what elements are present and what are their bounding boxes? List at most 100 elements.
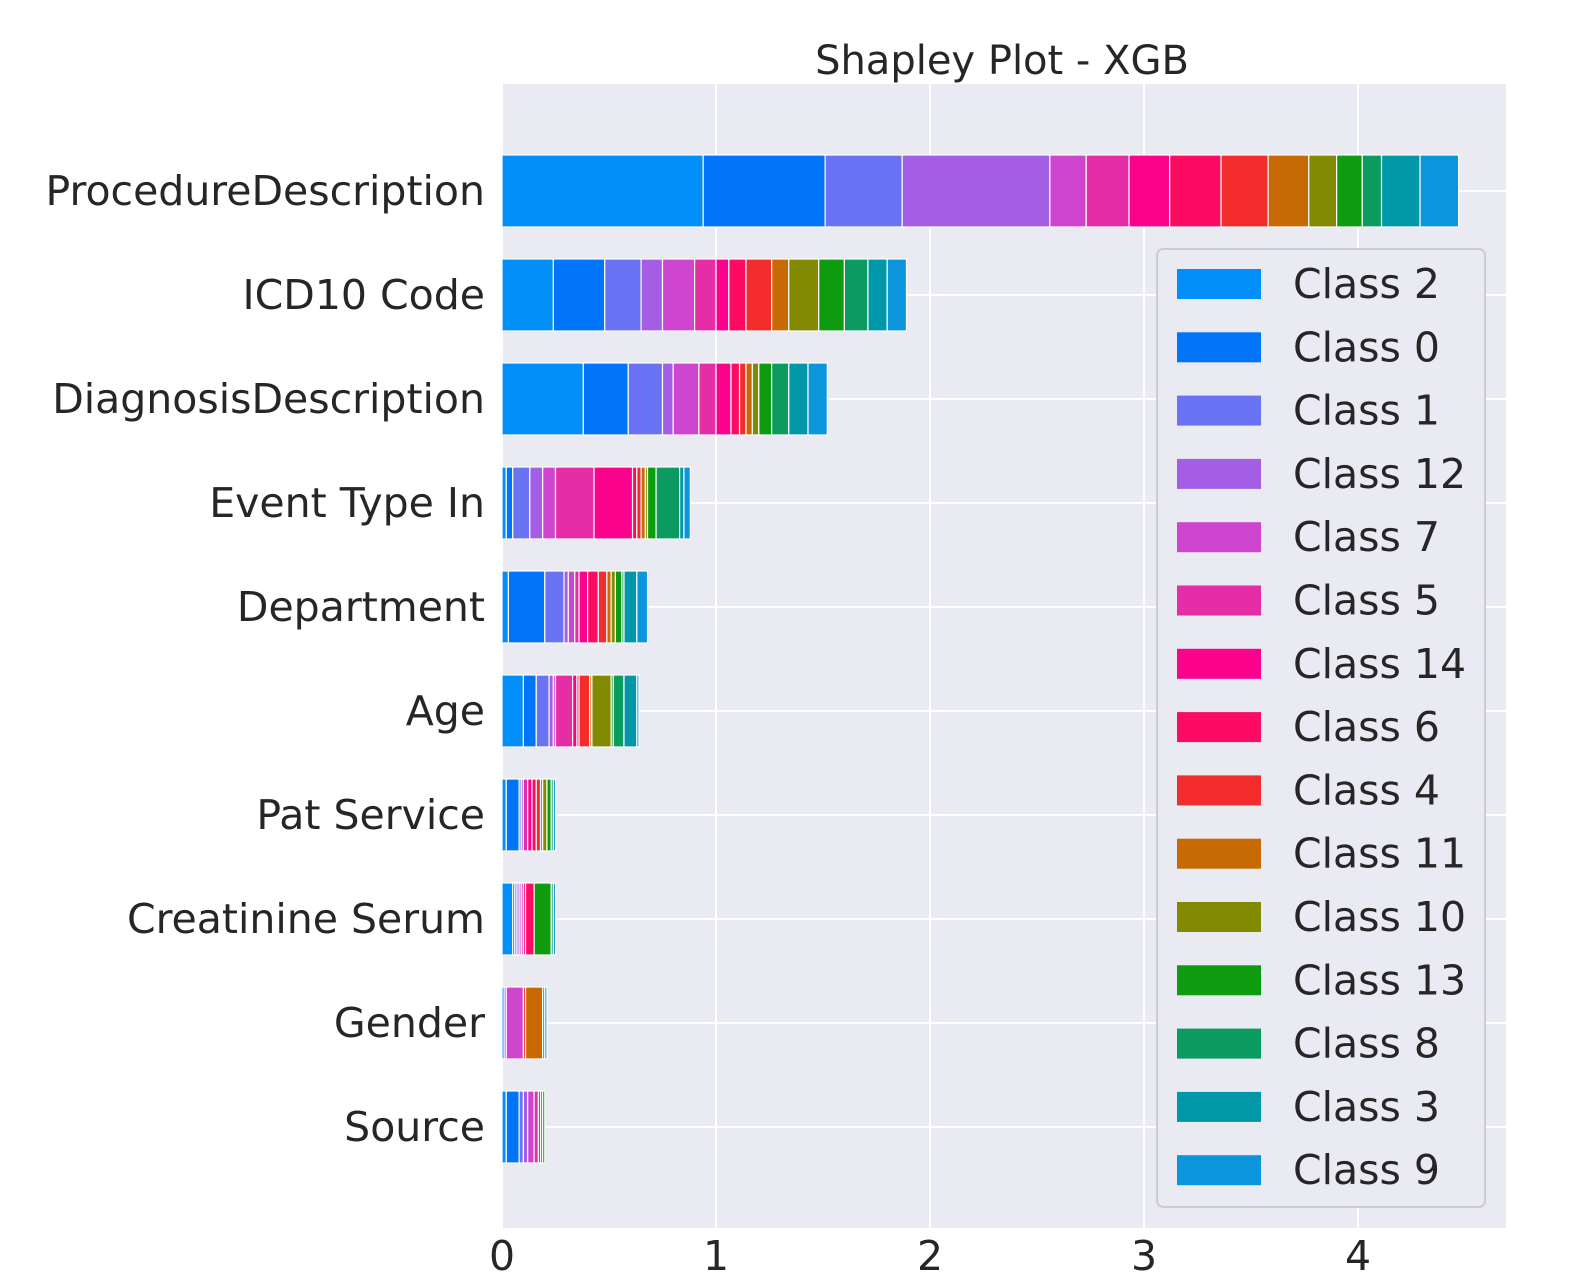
bar-segment [730, 362, 741, 436]
legend-label: Class 1 [1293, 387, 1440, 435]
legend-swatch [1177, 838, 1261, 869]
bar-segment [610, 570, 617, 644]
bar-segment [1308, 154, 1338, 228]
bar-segment [567, 570, 576, 644]
bar-segment [818, 258, 845, 332]
legend-label: Class 11 [1293, 830, 1466, 878]
bar-segment [604, 258, 642, 332]
bar-segment [1049, 154, 1087, 228]
x-tick-label: 2 [917, 1232, 943, 1280]
bar-segment [501, 674, 524, 748]
legend-label: Class 2 [1293, 260, 1440, 308]
bar-segment [552, 778, 557, 852]
bar-segment [901, 154, 1051, 228]
legend-swatch [1177, 269, 1261, 299]
bar-segment [623, 674, 638, 748]
bar-segment [612, 674, 625, 748]
bar-segment [867, 258, 888, 332]
x-tick-label: 3 [1131, 1232, 1157, 1280]
bar-segment [522, 778, 529, 852]
legend-label: Class 14 [1293, 640, 1466, 688]
legend-label: Class 10 [1293, 893, 1466, 941]
bar-segment [627, 362, 664, 436]
y-tick-label: ICD10 Code [243, 271, 485, 319]
bar-segment [631, 466, 638, 540]
bar-segment [501, 570, 510, 644]
legend-swatch [1177, 395, 1261, 426]
legend: Class 2 Class 0 Class 1 Class 12 Class 7 Clas… [1156, 248, 1486, 1208]
bar-segment [886, 258, 908, 332]
legend-label: Class 13 [1293, 956, 1466, 1004]
y-tick-label: Event Type In [209, 479, 485, 527]
bar-segment [544, 986, 548, 1060]
bar-segment [807, 362, 828, 436]
bar-segment [745, 258, 773, 332]
bar-segment [1335, 154, 1363, 228]
bar-segment [505, 986, 524, 1060]
bar-segment [533, 882, 552, 956]
bar-segment [788, 362, 809, 436]
bar-segment [1128, 154, 1171, 228]
bar-segment [501, 882, 514, 956]
bar-segment [522, 674, 537, 748]
bar-segment [501, 466, 507, 540]
chart-title: Shapley Plot - XGB [815, 38, 1189, 84]
bar-segment [554, 466, 595, 540]
y-tick-label: Department [237, 583, 485, 631]
y-tick-label: DiagnosisDescription [52, 375, 485, 423]
x-tick-label: 4 [1345, 1232, 1371, 1280]
bar-segment [683, 466, 691, 540]
bar-segment [529, 466, 544, 540]
bar-segment [527, 778, 533, 852]
bar-segment [715, 258, 730, 332]
bar-segment [518, 1090, 524, 1164]
legend-swatch [1177, 775, 1261, 806]
legend-label: Class 8 [1293, 1020, 1440, 1068]
bar-segment [636, 570, 649, 644]
legend-label: Class 5 [1293, 577, 1440, 625]
bar-segment [597, 570, 608, 644]
legend-swatch [1177, 965, 1261, 996]
bar-segment [533, 1090, 539, 1164]
bar-segment [554, 674, 574, 748]
bar-segment [1085, 154, 1130, 228]
bar-segment [640, 466, 646, 540]
legend-label: Class 3 [1293, 1083, 1440, 1131]
bar-segment [593, 466, 634, 540]
bar-segment [501, 1090, 507, 1164]
bar-segment [531, 778, 537, 852]
x-tick-label: 1 [703, 1232, 729, 1280]
legend-swatch [1177, 1091, 1261, 1122]
legend-label: Class 4 [1293, 766, 1440, 814]
y-axis-labels: ProcedureDescription ICD10 Code DiagnosisD… [45, 167, 485, 1151]
bar-segment [606, 570, 612, 644]
bar-segment [524, 986, 544, 1060]
bar-segment [623, 570, 638, 644]
bar-segment [563, 570, 569, 644]
bar-segment [1419, 154, 1460, 228]
bar-segment [501, 362, 584, 436]
bar-segment [544, 570, 565, 644]
bar-segment [646, 466, 657, 540]
bar-segment [546, 778, 552, 852]
bar-segment [586, 570, 599, 644]
legend-label: Class 0 [1293, 323, 1440, 371]
bar-segment [679, 466, 685, 540]
bar-segment [591, 674, 612, 748]
bar-segment [824, 154, 903, 228]
legend-swatch [1177, 458, 1261, 489]
bar-segment [578, 674, 591, 748]
bar-segment [728, 258, 747, 332]
legend-swatch [1177, 1155, 1261, 1186]
bar-segment [548, 674, 554, 748]
bar-segment [512, 466, 531, 540]
x-axis-labels: 0 1 2 3 4 [489, 1232, 1371, 1280]
y-tick-label: Gender [334, 999, 485, 1047]
bar-segment [1267, 154, 1310, 228]
bar-segment [702, 154, 826, 228]
bar-segment [672, 362, 700, 436]
bar-segment [505, 466, 514, 540]
bar-segment [501, 154, 704, 228]
bar-segment [788, 258, 820, 332]
